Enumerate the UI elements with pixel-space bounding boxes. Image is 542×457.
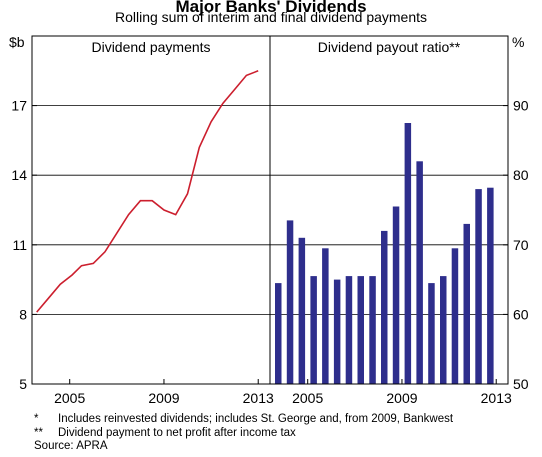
right-y-tick-label: 90 [513,98,529,114]
right-axis-ticks: 50 60 70 80 90 2005 2009 2013 [292,98,529,406]
payout-ratio-bar [451,248,459,384]
payout-ratio-bar [428,283,435,384]
right-y-tick-label: 80 [513,167,529,183]
left-panel: 5 8 11 14 17 2005 2009 2013 Dividend payments $… [9,34,274,406]
right-gridlines [270,105,508,315]
left-y-tick-label: 8 [19,306,27,322]
right-unit-label: % [512,34,524,50]
footnote-2: ** Dividend payment to net profit after … [34,427,453,441]
right-panel-title: Dividend payout ratio** [318,39,461,55]
payout-ratio-bar [310,276,317,384]
right-x-tick-label: 2013 [481,390,512,406]
left-x-tick-label: 2005 [54,390,85,406]
right-y-tick-label: 60 [513,306,529,322]
left-x-tick-label: 2009 [148,390,179,406]
right-panel: 50 60 70 80 90 2005 2009 2013 Dividend payout r… [270,34,529,406]
left-series [36,70,259,313]
left-x-tick-label: 2013 [243,390,274,406]
right-y-tick-label: 50 [513,376,529,392]
left-y-tick-label: 5 [19,376,27,392]
payout-ratio-bar [487,187,494,384]
left-y-tick-label: 17 [11,98,27,114]
left-panel-title: Dividend payments [91,39,210,55]
payout-ratio-bar [381,230,388,384]
payout-ratio-bar [475,189,482,384]
footnote-1: * Includes reinvested dividends; include… [34,413,453,427]
right-x-tick-label: 2005 [292,390,323,406]
chart-subtitle: Rolling sum of interim and final dividen… [115,9,427,25]
left-y-tick-label: 11 [12,237,27,253]
footnote-1-text: Includes reinvested dividends; includes … [58,413,454,425]
left-axis-ticks: 5 8 11 14 17 2005 2009 2013 [11,98,274,406]
left-y-tick-label: 14 [11,167,27,183]
dividend-payments-line [36,70,259,313]
payout-ratio-bar [275,283,282,384]
payout-ratio-bar [440,276,447,384]
left-unit-label: $b [9,34,25,50]
payout-ratio-bar [463,223,470,384]
footnote-1-mark: * [34,413,39,425]
footnotes: * Includes reinvested dividends; include… [34,413,453,454]
footnote-2-text: Dividend payment to net profit after inc… [58,426,296,439]
right-x-tick-label: 2009 [386,390,417,406]
right-series [275,123,494,384]
payout-ratio-bar [416,161,423,384]
payout-ratio-bar [286,220,294,384]
payout-ratio-bar [345,276,353,384]
right-y-tick-label: 70 [513,237,529,253]
footnote-2-mark: ** [34,426,43,439]
source-note: Source: APRA [34,440,108,452]
payout-ratio-bar [333,279,341,384]
payout-ratio-bar [357,276,364,384]
payout-ratio-bar [322,248,329,384]
payout-ratio-bar [369,276,376,384]
payout-ratio-bar [392,206,400,384]
left-gridlines [32,105,270,315]
chart-title: Major Banks' Dividends [175,0,366,16]
payout-ratio-bar [298,237,306,384]
payout-ratio-bar [404,123,412,384]
